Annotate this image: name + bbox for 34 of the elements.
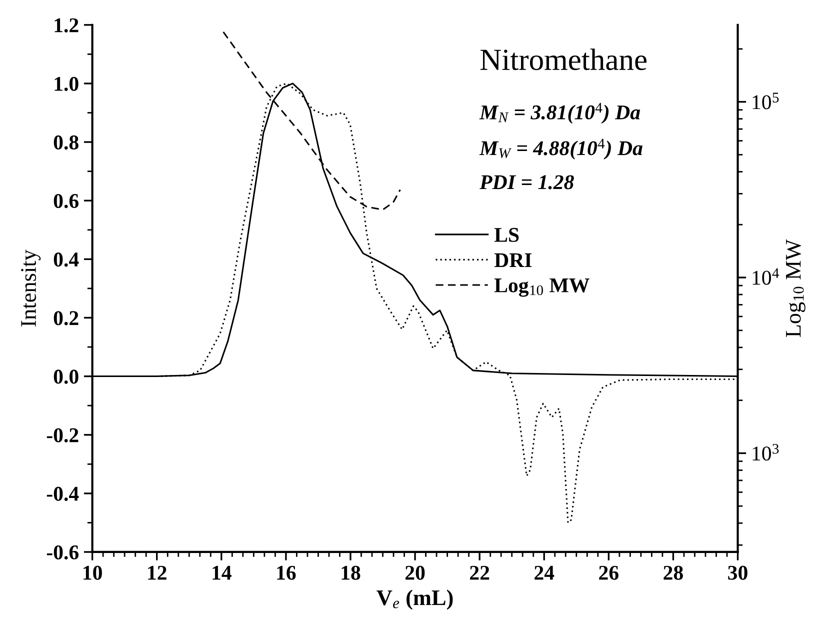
y-tick-label: -0.6: [46, 545, 79, 560]
x-tick-label: 14: [212, 566, 232, 580]
x-tick-label: 24: [534, 566, 554, 580]
legend-label: DRI: [494, 253, 532, 268]
y-tick-label: 1.2: [54, 18, 78, 32]
y-tick-label: -0.4: [46, 486, 79, 501]
annotation: PDI = 1.28: [480, 175, 574, 190]
x-tick-label: 16: [277, 566, 296, 580]
legend-label: Log$_{10}$ MW: [494, 278, 590, 297]
x-tick-label: 26: [599, 566, 618, 580]
annotation: M$_{N}$ = 3.81(10$^{4}$) Da: [479, 102, 640, 124]
y-tick-label: 0.6: [54, 194, 79, 208]
y-tick-label: 0.8: [54, 135, 78, 150]
y-tick-label: 0.2: [54, 311, 78, 326]
y-axis-title: Intensity: [21, 250, 41, 327]
annotation: M$_{W}$ = 4.88(10$^{4}$) Da: [479, 138, 642, 160]
x-tick-label: 22: [470, 566, 490, 580]
x-tick-label: 30: [728, 566, 748, 580]
x-axis-title: V$_{e}$ (mL): [376, 590, 453, 610]
y-tick-label: -0.2: [46, 428, 78, 442]
y-tick-label: 0.0: [54, 370, 78, 384]
y2-tick-label: 10$^{5}$: [752, 92, 779, 110]
y2-axis-title: Log$_{10}$ MW: [786, 239, 806, 338]
y-tick-label: 0.4: [54, 252, 79, 267]
x-tick-label: 18: [342, 566, 360, 580]
y-tick-label: 1.0: [54, 76, 78, 92]
annotation: Nitromethane: [480, 48, 647, 70]
x-tick-label: 20: [405, 566, 425, 580]
y2-tick-label: 10$^{3}$: [752, 444, 779, 461]
x-tick-label: 10: [84, 566, 102, 580]
x-tick-label: 28: [664, 566, 683, 580]
x-tick-label: 12: [148, 566, 166, 580]
legend-label: LS: [494, 228, 519, 242]
y2-tick-label: 10$^{4}$: [752, 268, 780, 285]
